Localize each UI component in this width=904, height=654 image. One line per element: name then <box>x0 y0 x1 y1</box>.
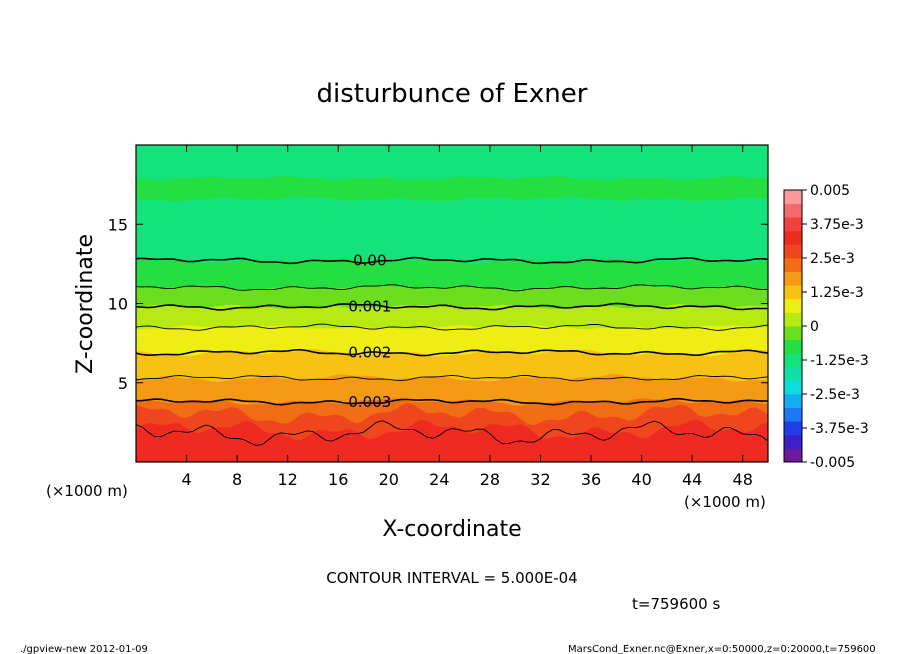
colorbar-swatch-19 <box>784 190 802 204</box>
colorbar-label-7: -3.75e-3 <box>810 421 869 437</box>
fill-band-17 <box>136 145 768 181</box>
x-tick-label-44: 44 <box>682 470 702 489</box>
colorbar-swatch-7 <box>784 353 802 368</box>
contour-interval-text: CONTOUR INTERVAL = 5.000E-04 <box>326 569 577 587</box>
y-tick-label-15: 15 <box>108 215 128 234</box>
colorbar-swatch-1 <box>784 434 802 449</box>
contour-line-2 <box>136 302 768 311</box>
x-tick-label-12: 12 <box>278 470 298 489</box>
x-tick-label-36: 36 <box>581 470 601 489</box>
contour-label-3: 0.003 <box>348 393 391 411</box>
colorbar-swatch-4 <box>784 394 802 408</box>
x-tick-label-32: 32 <box>530 470 550 489</box>
x-tick-label-8: 8 <box>232 470 242 489</box>
x-unit-right: (×1000 m) <box>684 493 766 511</box>
x-unit-left: (×1000 m) <box>46 482 128 500</box>
time-text: t=759600 s <box>632 595 720 613</box>
contour-fills <box>136 145 768 462</box>
colorbar: 0.005 3.75e-3 2.5e-3 1.25e-3 0 -1.25e-3 -2.5e-… <box>783 183 869 471</box>
contour-line-6 <box>136 397 768 406</box>
colorbar-label-4: 0 <box>810 319 819 335</box>
contour-line-5 <box>136 374 768 382</box>
y-axis: 5 10 15 <box>108 215 768 393</box>
colorbar-label-5: -1.25e-3 <box>810 353 869 369</box>
colorbar-swatch-2 <box>784 421 802 436</box>
colorbar-label-1: 3.75e-3 <box>810 217 864 233</box>
contour-labels: 0.00 0.001 0.002 0.003 <box>348 252 391 411</box>
colorbar-swatch-12 <box>784 285 802 300</box>
colorbar-swatch-11 <box>784 298 802 313</box>
contour-label-1: 0.001 <box>348 298 391 316</box>
colorbar-swatch-13 <box>784 271 802 286</box>
chart-title: disturbunce of Exner <box>317 79 588 109</box>
colorbar-swatch-10 <box>784 312 802 327</box>
colorbar-label-2: 2.5e-3 <box>810 251 855 267</box>
colorbar-swatch-6 <box>784 366 802 381</box>
colorbar-label-0: 0.005 <box>810 183 850 199</box>
plot-area: 0.00 0.001 0.002 0.003 <box>135 144 769 463</box>
colorbar-label-8: -0.005 <box>810 455 855 471</box>
y-tick-label-5: 5 <box>118 374 128 393</box>
x-axis: 4 8 12 16 20 24 28 32 36 40 44 48 <box>181 145 753 489</box>
colorbar-label-3: 1.25e-3 <box>810 285 864 301</box>
x-tick-label-24: 24 <box>429 470 449 489</box>
contour-line-0 <box>136 256 768 265</box>
contour-line-1 <box>136 284 768 292</box>
contour-line-7 <box>136 420 768 446</box>
x-tick-label-40: 40 <box>631 470 651 489</box>
x-tick-label-4: 4 <box>181 470 191 489</box>
colorbar-swatch-15 <box>784 244 802 259</box>
contour-label-2: 0.002 <box>348 344 391 362</box>
colorbar-swatch-17 <box>784 217 802 232</box>
x-axis-label: X-coordinate <box>382 517 521 542</box>
x-tick-label-28: 28 <box>480 470 500 489</box>
x-tick-label-16: 16 <box>328 470 348 489</box>
colorbar-swatch-5 <box>784 380 802 395</box>
colorbar-swatch-3 <box>784 407 802 422</box>
contour-lines <box>136 256 768 446</box>
contour-line-4 <box>136 348 768 357</box>
footer-right: MarsCond_Exner.nc@Exner,x=0:50000,z=0:20… <box>568 644 876 654</box>
footer-left: ./gpview-new 2012-01-09 <box>20 644 148 654</box>
colorbar-swatch-14 <box>784 258 802 272</box>
colorbar-swatch-9 <box>784 326 802 340</box>
colorbar-swatch-0 <box>784 448 802 463</box>
colorbar-swatch-16 <box>784 230 802 245</box>
y-axis-label: Z-coordinate <box>73 234 98 374</box>
y-tick-label-10: 10 <box>108 295 128 314</box>
x-tick-label-20: 20 <box>379 470 399 489</box>
contour-line-3 <box>136 323 768 331</box>
colorbar-swatch-8 <box>784 339 802 354</box>
contour-label-0: 0.00 <box>353 252 386 270</box>
colorbar-swatch-18 <box>784 203 802 218</box>
x-tick-label-48: 48 <box>733 470 753 489</box>
colorbar-label-6: -2.5e-3 <box>810 387 860 403</box>
